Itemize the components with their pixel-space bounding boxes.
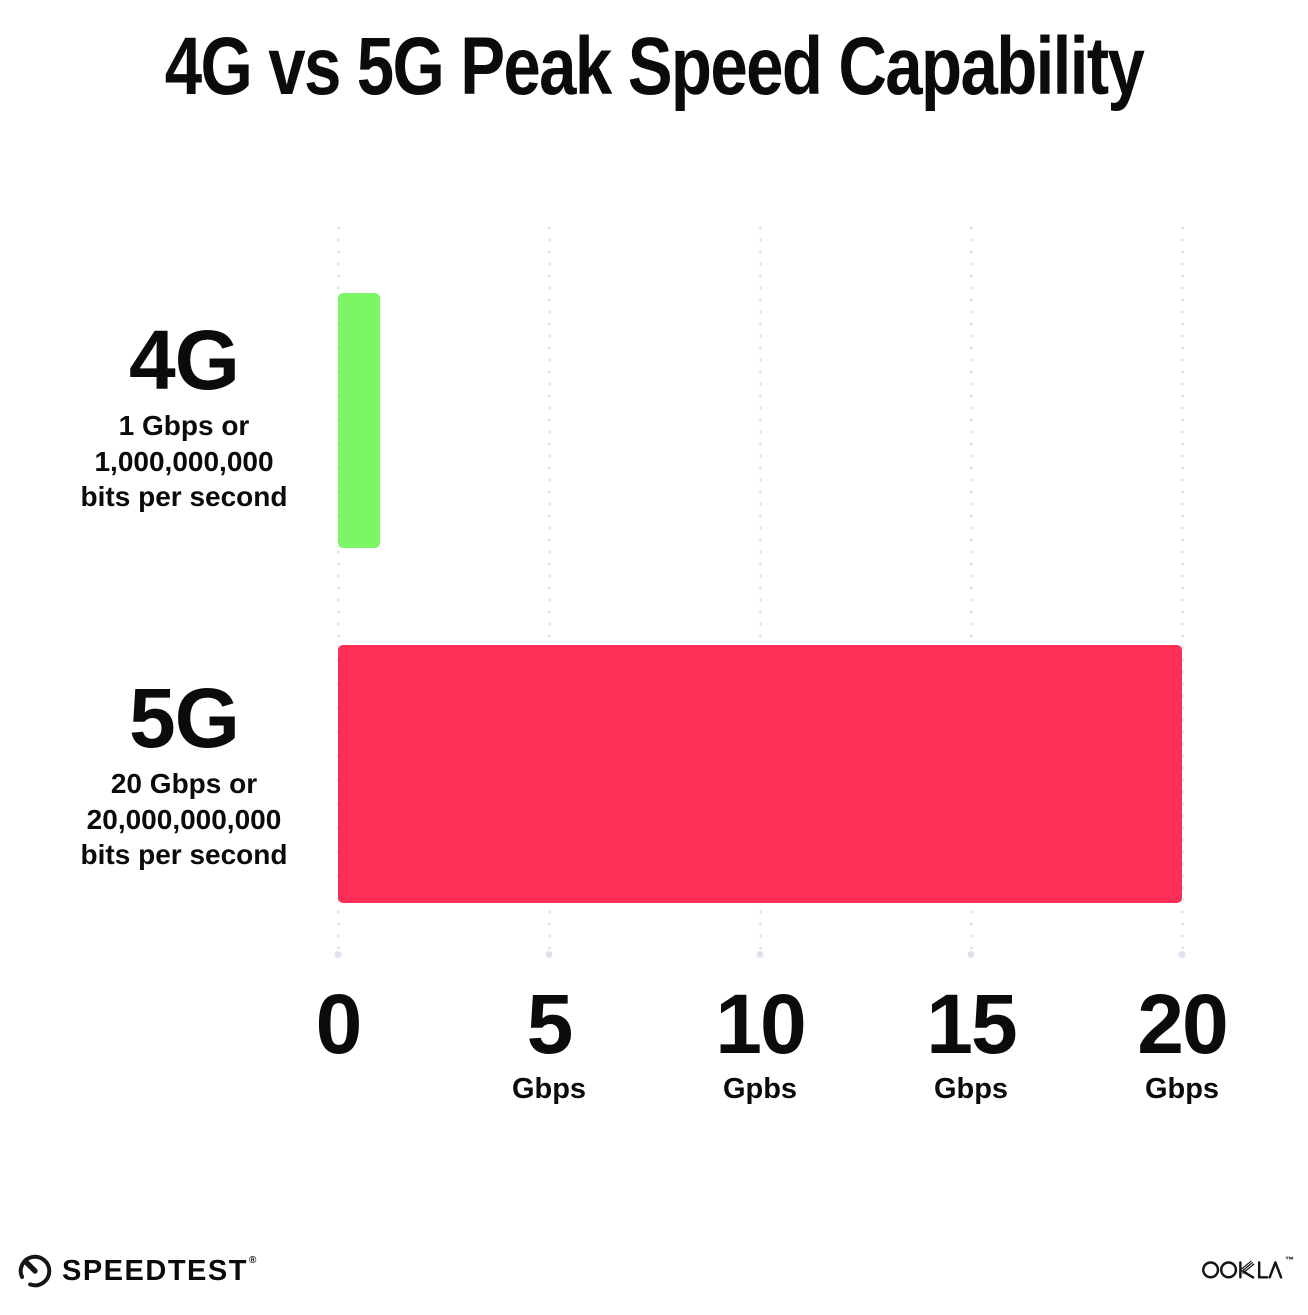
speedtest-logo: SPEEDTEST®: [16, 1252, 256, 1290]
ookla-trademark-mark: ™: [1285, 1255, 1294, 1265]
x-tick-unit: Gbps: [933, 1073, 1009, 1105]
category-label-4g: 4G 1 Gbps or 1,000,000,000 bits per second: [48, 318, 320, 515]
gridline-5: [547, 222, 551, 958]
chart-title: 4G vs 5G Peak Speed Capability: [164, 21, 1145, 112]
x-tick-unit: Gpbs: [722, 1073, 798, 1105]
x-tick-value: 15: [926, 977, 1017, 1071]
x-tick-unit: Gbps: [1144, 1073, 1220, 1105]
gridline-15: [969, 222, 973, 958]
speedtest-text: SPEEDTEST: [62, 1254, 248, 1287]
category-name: 5G: [128, 671, 240, 765]
x-tick-value: 0: [315, 977, 363, 1071]
bar-4g: [338, 293, 381, 548]
gridline-0: [336, 222, 340, 958]
x-axis: 0 5 Gbps 10 Gpbs 15 Gbps 20 Gbps: [316, 982, 1229, 1112]
ookla-logo: OOKLA ™: [1201, 1255, 1294, 1282]
gridline-10: [758, 222, 762, 958]
category-subline: 20,000,000,000: [86, 803, 282, 835]
bar-5g: [338, 645, 1182, 903]
category-subline: 1 Gbps or: [118, 410, 250, 441]
x-tick-20: 20 Gbps: [1082, 982, 1282, 1106]
speedtest-gauge-icon: [18, 1254, 52, 1288]
plot-area: [336, 222, 1184, 958]
category-subline: 20 Gbps or: [110, 768, 258, 799]
category-subline: bits per second: [80, 839, 288, 871]
x-tick-unit: [238, 1073, 438, 1103]
category-label-5g: 5G 20 Gbps or 20,000,000,000 bits per secon…: [48, 676, 320, 873]
speedtest-wordmark: SPEEDTEST®: [62, 1254, 257, 1287]
x-tick-value: 10: [715, 977, 806, 1071]
category-subline: 1,000,000,000: [94, 445, 274, 477]
ookla-wordmark-icon: [1202, 1260, 1283, 1279]
speedtest-registered-mark: ®: [248, 1254, 257, 1266]
category-subline: bits per second: [80, 481, 288, 513]
category-name: 4G: [128, 313, 240, 407]
x-tick-15: 15 Gbps: [871, 982, 1071, 1106]
x-tick-value: 5: [526, 977, 574, 1071]
gridline-20: [1180, 222, 1184, 958]
x-tick-5: 5 Gbps: [449, 982, 649, 1106]
x-tick-10: 10 Gpbs: [660, 982, 860, 1106]
x-tick-unit: Gbps: [511, 1073, 587, 1105]
x-tick-0: 0: [238, 982, 438, 1103]
x-tick-value: 20: [1137, 977, 1228, 1071]
